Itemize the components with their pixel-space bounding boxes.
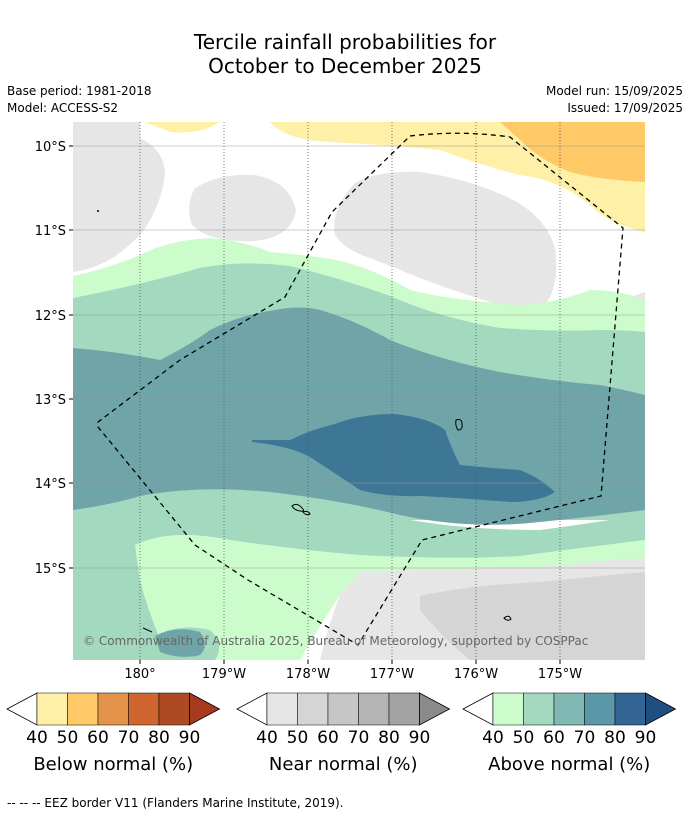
below-normal-colorbar-tick-label: 90 [179,728,201,748]
near-normal-colorbar-title: Near normal (%) [269,754,418,775]
below-normal-colorbar-tick-label: 70 [118,728,140,748]
above-normal-colorbar-tick-label: 70 [574,728,596,748]
below-normal-colorbar-under-extension [6,692,38,726]
above-normal-colorbar-cell [614,692,646,726]
near-normal-region-west [73,122,165,272]
lon-label-178w: 178°W [286,667,330,682]
above-normal-colorbar-cell [584,692,616,726]
lon-label-177w: 177°W [370,667,414,682]
near-normal-colorbar-tick-label: 80 [378,728,400,748]
near-normal-colorbar-under-extension [236,692,268,726]
above-normal-40-region-south [135,535,645,660]
near-normal-colorbar: 40 50 60 70 80 90 Near normal (%) [236,692,451,775]
above-normal-colorbar-cell [523,692,555,726]
island-southwest [142,627,153,633]
near-normal-colorbar-cell [327,692,359,726]
lon-ticks [139,660,561,664]
colorbar-legend: 40 50 60 70 80 90 Below normal (%) 40 50 60 70 80 90… [6,692,677,775]
lat-label-12s: 12°S [35,309,66,324]
near-normal-colorbar-cell [358,692,390,726]
title-line-1: Tercile rainfall probabilities for [193,30,497,54]
above-normal-60-region-patch [155,629,205,657]
near-normal-colorbar-cell [266,692,298,726]
island-east [455,419,463,431]
island-northwest [97,210,99,212]
lon-label-180: 180° [124,667,155,682]
island-southeast [503,615,512,621]
above-normal-colorbar: 40 50 60 70 80 90 Above normal (%) [462,692,677,775]
below-normal-colorbar-tick-label: 50 [57,728,79,748]
island-south-2 [302,510,311,516]
below-normal-colorbar: 40 50 60 70 80 90 Below normal (%) [6,692,221,775]
below-normal-colorbar-tick-label: 80 [148,728,170,748]
lat-label-13s: 13°S [35,393,66,408]
above-normal-colorbar-title: Above normal (%) [488,754,650,775]
latitude-gridlines [73,145,645,569]
model-name: Model: ACCESS-S2 [7,101,119,115]
meta-left: Base period: 1981-2018 Model: ACCESS-S2 [7,83,152,117]
below-normal-colorbar-cell [158,692,190,726]
below-normal-colorbar-tick-label: 60 [87,728,109,748]
below-normal-40-region [145,122,645,232]
above-normal-colorbar-tick-label: 40 [482,728,504,748]
lat-label-15s: 15°S [35,562,66,577]
near-normal-colorbar-over-extension [419,692,451,726]
lat-labels: 10°S 11°S 12°S 13°S 14°S 15°S [35,140,66,577]
lat-label-14s: 14°S [35,477,66,492]
near-normal-region-center [189,174,296,242]
above-normal-colorbar-cell [553,692,585,726]
map-title: Tercile rainfall probabilities for Octob… [0,30,690,78]
eez-border [97,132,624,646]
lon-label-176w: 176°W [454,667,498,682]
near-normal-colorbar-cell [388,692,420,726]
above-normal-colorbar-over-extension [645,692,677,726]
above-normal-50-region-south [73,491,645,660]
model-run: Model run: 15/09/2025 [545,84,683,98]
above-normal-colorbar-tick-label: 60 [543,728,565,748]
lon-labels: 180° 179°W 178°W 177°W 176°W 175°W [124,667,582,682]
below-normal-colorbar-cell [36,692,68,726]
lat-ticks [69,145,73,569]
above-normal-colorbar-tick-label: 90 [635,728,657,748]
below-normal-colorbar-tick-label: 40 [26,728,48,748]
footnote-eez: -- -- -- EEZ border V11 (Flanders Marine… [7,796,344,810]
lat-label-11s: 11°S [35,224,66,239]
below-normal-50-region [500,122,645,182]
near-normal-colorbar-tick-label: 70 [348,728,370,748]
near-normal-colorbar-tick-label: 40 [256,728,278,748]
lon-label-179w: 179°W [202,667,246,682]
below-normal-colorbar-over-extension [189,692,221,726]
island-south-1 [291,503,305,512]
near-normal-colorbar-tick-label: 60 [317,728,339,748]
below-normal-colorbar-cell [67,692,99,726]
lon-label-175w: 175°W [538,667,582,682]
meta-right: Model run: 15/09/2025 Issued: 17/09/2025 [546,83,683,117]
above-normal-colorbar-cell [492,692,524,726]
near-normal-colorbar-tick-label: 50 [287,728,309,748]
below-normal-colorbar-cell [128,692,160,726]
below-normal-colorbar-cell [97,692,129,726]
above-normal-colorbar-tick-label: 50 [513,728,535,748]
issued-date: Issued: 17/09/2025 [567,101,683,115]
above-normal-colorbar-under-extension [462,692,494,726]
below-normal-colorbar-title: Below normal (%) [33,754,193,775]
near-normal-region-northeast [334,171,557,305]
base-period: Base period: 1981-2018 [7,84,152,98]
map-area: © Commonwealth of Australia 2025, Bureau… [73,122,645,660]
copyright-text: © Commonwealth of Australia 2025, Bureau… [83,634,588,648]
title-line-2: October to December 2025 [208,54,482,78]
above-normal-70-region [252,414,555,502]
above-normal-colorbar-tick-label: 80 [604,728,626,748]
near-normal-colorbar-cell [297,692,329,726]
near-normal-colorbar-tick-label: 90 [409,728,431,748]
lat-label-10s: 10°S [35,140,66,155]
